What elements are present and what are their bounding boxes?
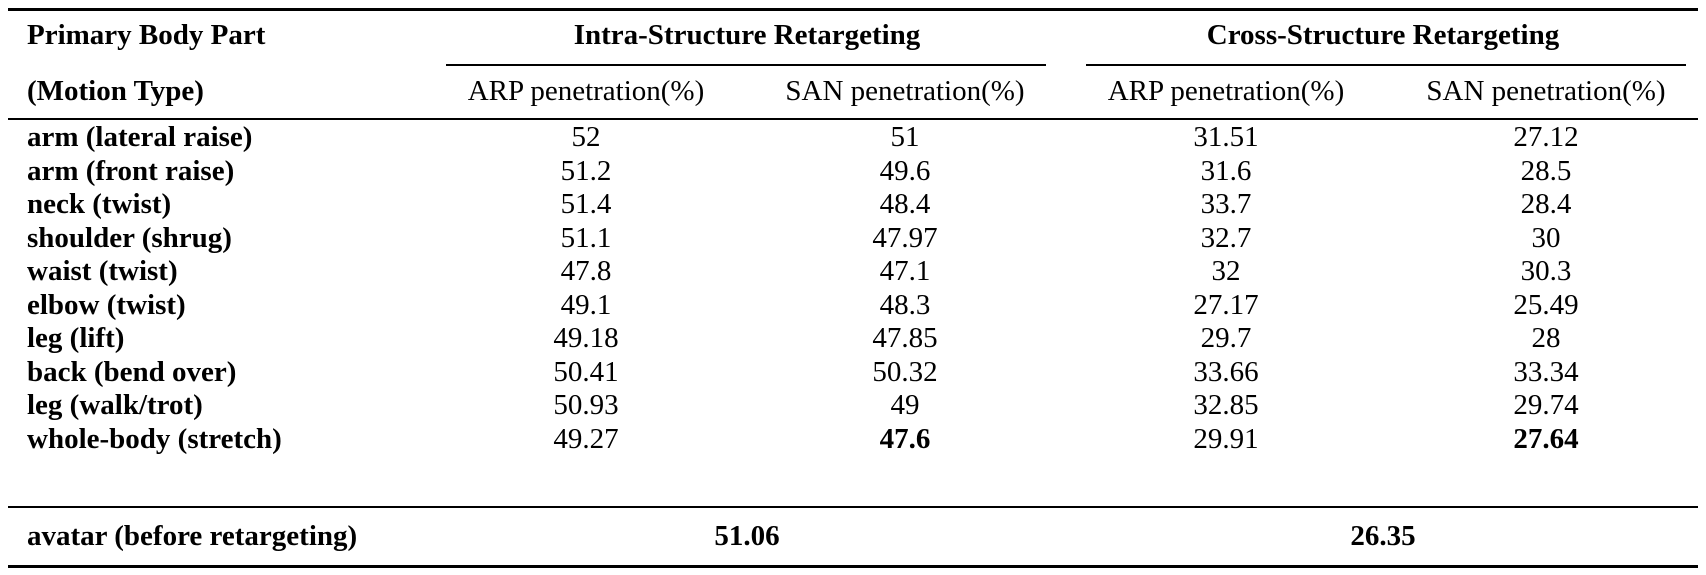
table-cell: 29.74 (1513, 389, 1579, 421)
row-label: whole-body (stretch) (27, 422, 282, 455)
row-label: elbow (twist) (27, 288, 186, 321)
column-header-intra-san: SAN penetration(%) (785, 75, 1025, 107)
table-cell: 50.41 (553, 355, 619, 388)
table-cell: 28.4 (1520, 188, 1572, 220)
table-cell: 49.6 (879, 154, 931, 187)
summary-label: avatar (before retargeting) (27, 520, 358, 552)
table-cell: 49.18 (553, 322, 619, 354)
row-header-line1: Primary Body Part (27, 19, 266, 51)
table-cell: 32 (1211, 255, 1241, 287)
table-cell: 32.7 (1200, 221, 1252, 254)
summary-rule (8, 506, 1698, 508)
row-header-line2: (Motion Type) (27, 75, 204, 107)
table-cell: 25.49 (1513, 288, 1579, 321)
column-header-intra-arp: ARP penetration(%) (467, 75, 705, 107)
table-cell: 51 (890, 121, 920, 153)
summary-intra-value: 51.06 (714, 520, 780, 552)
table-cell: 51.1 (560, 221, 612, 254)
table-cell: 51.2 (560, 154, 612, 187)
row-label: arm (front raise) (27, 154, 235, 187)
table-cell: 50.32 (872, 355, 938, 388)
table-cell: 28 (1531, 322, 1561, 354)
table-cell: 50.93 (553, 389, 619, 421)
table-cell: 27.17 (1193, 288, 1259, 321)
table-cell: 29.7 (1200, 322, 1252, 354)
table-cell: 48.3 (879, 288, 931, 321)
table-cell: 31.6 (1200, 154, 1252, 187)
column-header-cross-san: SAN penetration(%) (1426, 75, 1666, 107)
table-cell: 49 (890, 389, 920, 421)
table-cell: 27.12 (1513, 121, 1579, 153)
row-label: neck (twist) (27, 188, 172, 220)
table-cell: 33.66 (1193, 355, 1259, 388)
row-label: shoulder (shrug) (27, 221, 232, 254)
intra-group-header: Intra-Structure Retargeting (573, 19, 921, 51)
table-cell: 32.85 (1193, 389, 1259, 421)
table-cell: 51.4 (560, 188, 612, 220)
row-label: waist (twist) (27, 255, 178, 287)
table-cell: 49.27 (553, 422, 619, 455)
table-cell: 27.64 (1513, 422, 1579, 455)
table-cell: 28.5 (1520, 154, 1572, 187)
summary-cross-value: 26.35 (1350, 520, 1416, 552)
intra-group-rule (446, 64, 1046, 66)
row-label: leg (walk/trot) (27, 389, 203, 421)
table-cell: 30 (1531, 221, 1561, 254)
table-cell: 47.97 (872, 221, 938, 254)
column-header-cross-arp: ARP penetration(%) (1107, 75, 1345, 107)
table-cell: 52 (571, 121, 601, 153)
cross-group-rule (1086, 64, 1686, 66)
header-rule (8, 118, 1698, 120)
table-cell: 33.7 (1200, 188, 1252, 220)
bottom-rule (8, 565, 1698, 568)
row-label: arm (lateral raise) (27, 121, 253, 153)
table-cell: 33.34 (1513, 355, 1579, 388)
table-cell: 47.6 (879, 422, 931, 455)
table-cell: 31.51 (1193, 121, 1259, 153)
table-cell: 30.3 (1520, 255, 1572, 287)
table-cell: 29.91 (1193, 422, 1259, 455)
table-cell: 47.1 (879, 255, 931, 287)
table-cell: 47.85 (872, 322, 938, 354)
row-label: back (bend over) (27, 355, 237, 388)
top-rule (8, 8, 1698, 11)
row-label: leg (lift) (27, 322, 125, 354)
table-cell: 48.4 (879, 188, 931, 220)
table-cell: 49.1 (560, 288, 612, 321)
cross-group-header: Cross-Structure Retargeting (1206, 19, 1560, 51)
table-cell: 47.8 (560, 255, 612, 287)
